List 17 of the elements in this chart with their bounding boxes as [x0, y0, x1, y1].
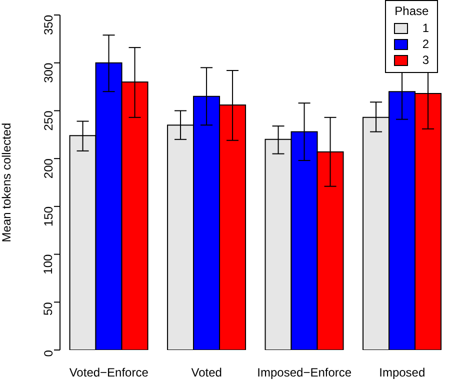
- x-tick-label: Voted: [191, 366, 222, 380]
- y-tick-label: 100: [41, 254, 56, 274]
- y-axis-title: Mean tokens collected: [0, 122, 14, 242]
- y-tick-label: 50: [41, 302, 56, 316]
- legend-title: Phase: [394, 4, 429, 18]
- y-tick-label: 250: [41, 110, 56, 131]
- x-tick-label: Voted−Enforce: [69, 366, 149, 380]
- y-tick-label: 350: [41, 14, 56, 36]
- x-tick-label: Imposed−Enforce: [257, 366, 352, 380]
- y-tick-label: 200: [41, 158, 56, 179]
- y-tick-label: 0: [41, 350, 56, 357]
- y-tick-label: 300: [41, 62, 56, 83]
- y-tick-label: 150: [41, 206, 56, 226]
- x-tick-label: Imposed: [379, 366, 426, 380]
- legend-label: 1: [422, 21, 429, 35]
- legend-label: 3: [422, 53, 429, 67]
- legend-label: 2: [422, 37, 429, 51]
